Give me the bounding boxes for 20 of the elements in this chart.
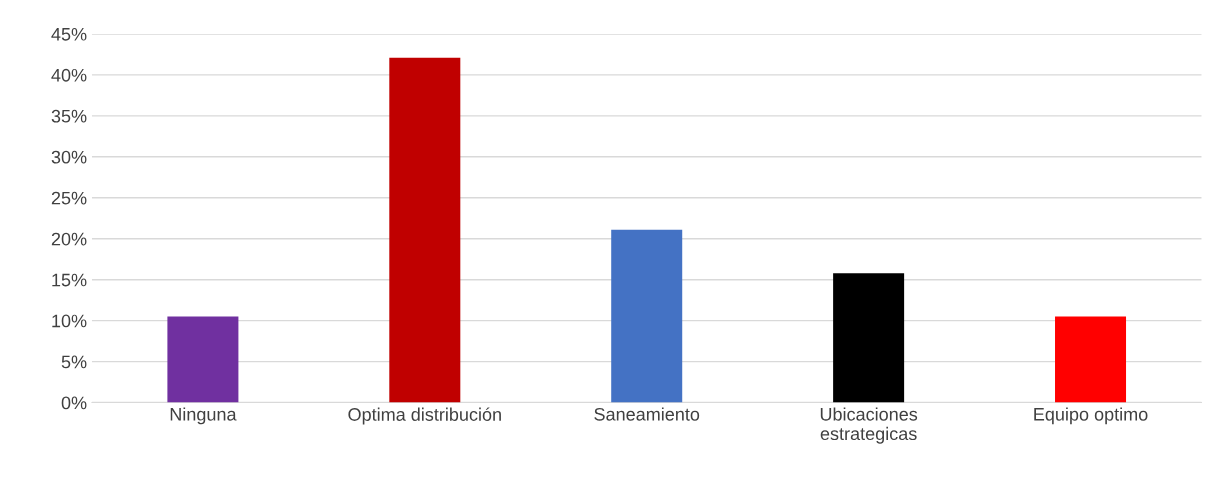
y-tick-label: 5% bbox=[61, 355, 87, 369]
y-tick-label: 30% bbox=[51, 150, 87, 164]
bar bbox=[1055, 316, 1127, 403]
y-tick-label: 10% bbox=[52, 314, 87, 328]
bar bbox=[833, 273, 905, 403]
y-tick-label: 40% bbox=[51, 68, 87, 82]
x-tick-label: Saneamiento bbox=[594, 407, 700, 421]
x-tick-label: Ninguna bbox=[170, 407, 237, 425]
y-tick-label: 15% bbox=[52, 273, 87, 287]
x-tick-label: Optima distribución bbox=[348, 407, 501, 425]
y-tick-label: 35% bbox=[51, 109, 87, 123]
y-tick-label: 25% bbox=[51, 191, 87, 205]
bar bbox=[167, 316, 239, 403]
bar bbox=[611, 229, 683, 403]
x-tick-label: Ubicaciones estrategicas bbox=[820, 407, 918, 444]
y-tick-label: 0% bbox=[61, 396, 87, 410]
y-tick-label: 20% bbox=[51, 232, 87, 246]
x-tick-label: Equipo optimo bbox=[1034, 407, 1148, 425]
bar bbox=[389, 57, 461, 403]
y-tick-label: 45% bbox=[51, 27, 87, 41]
